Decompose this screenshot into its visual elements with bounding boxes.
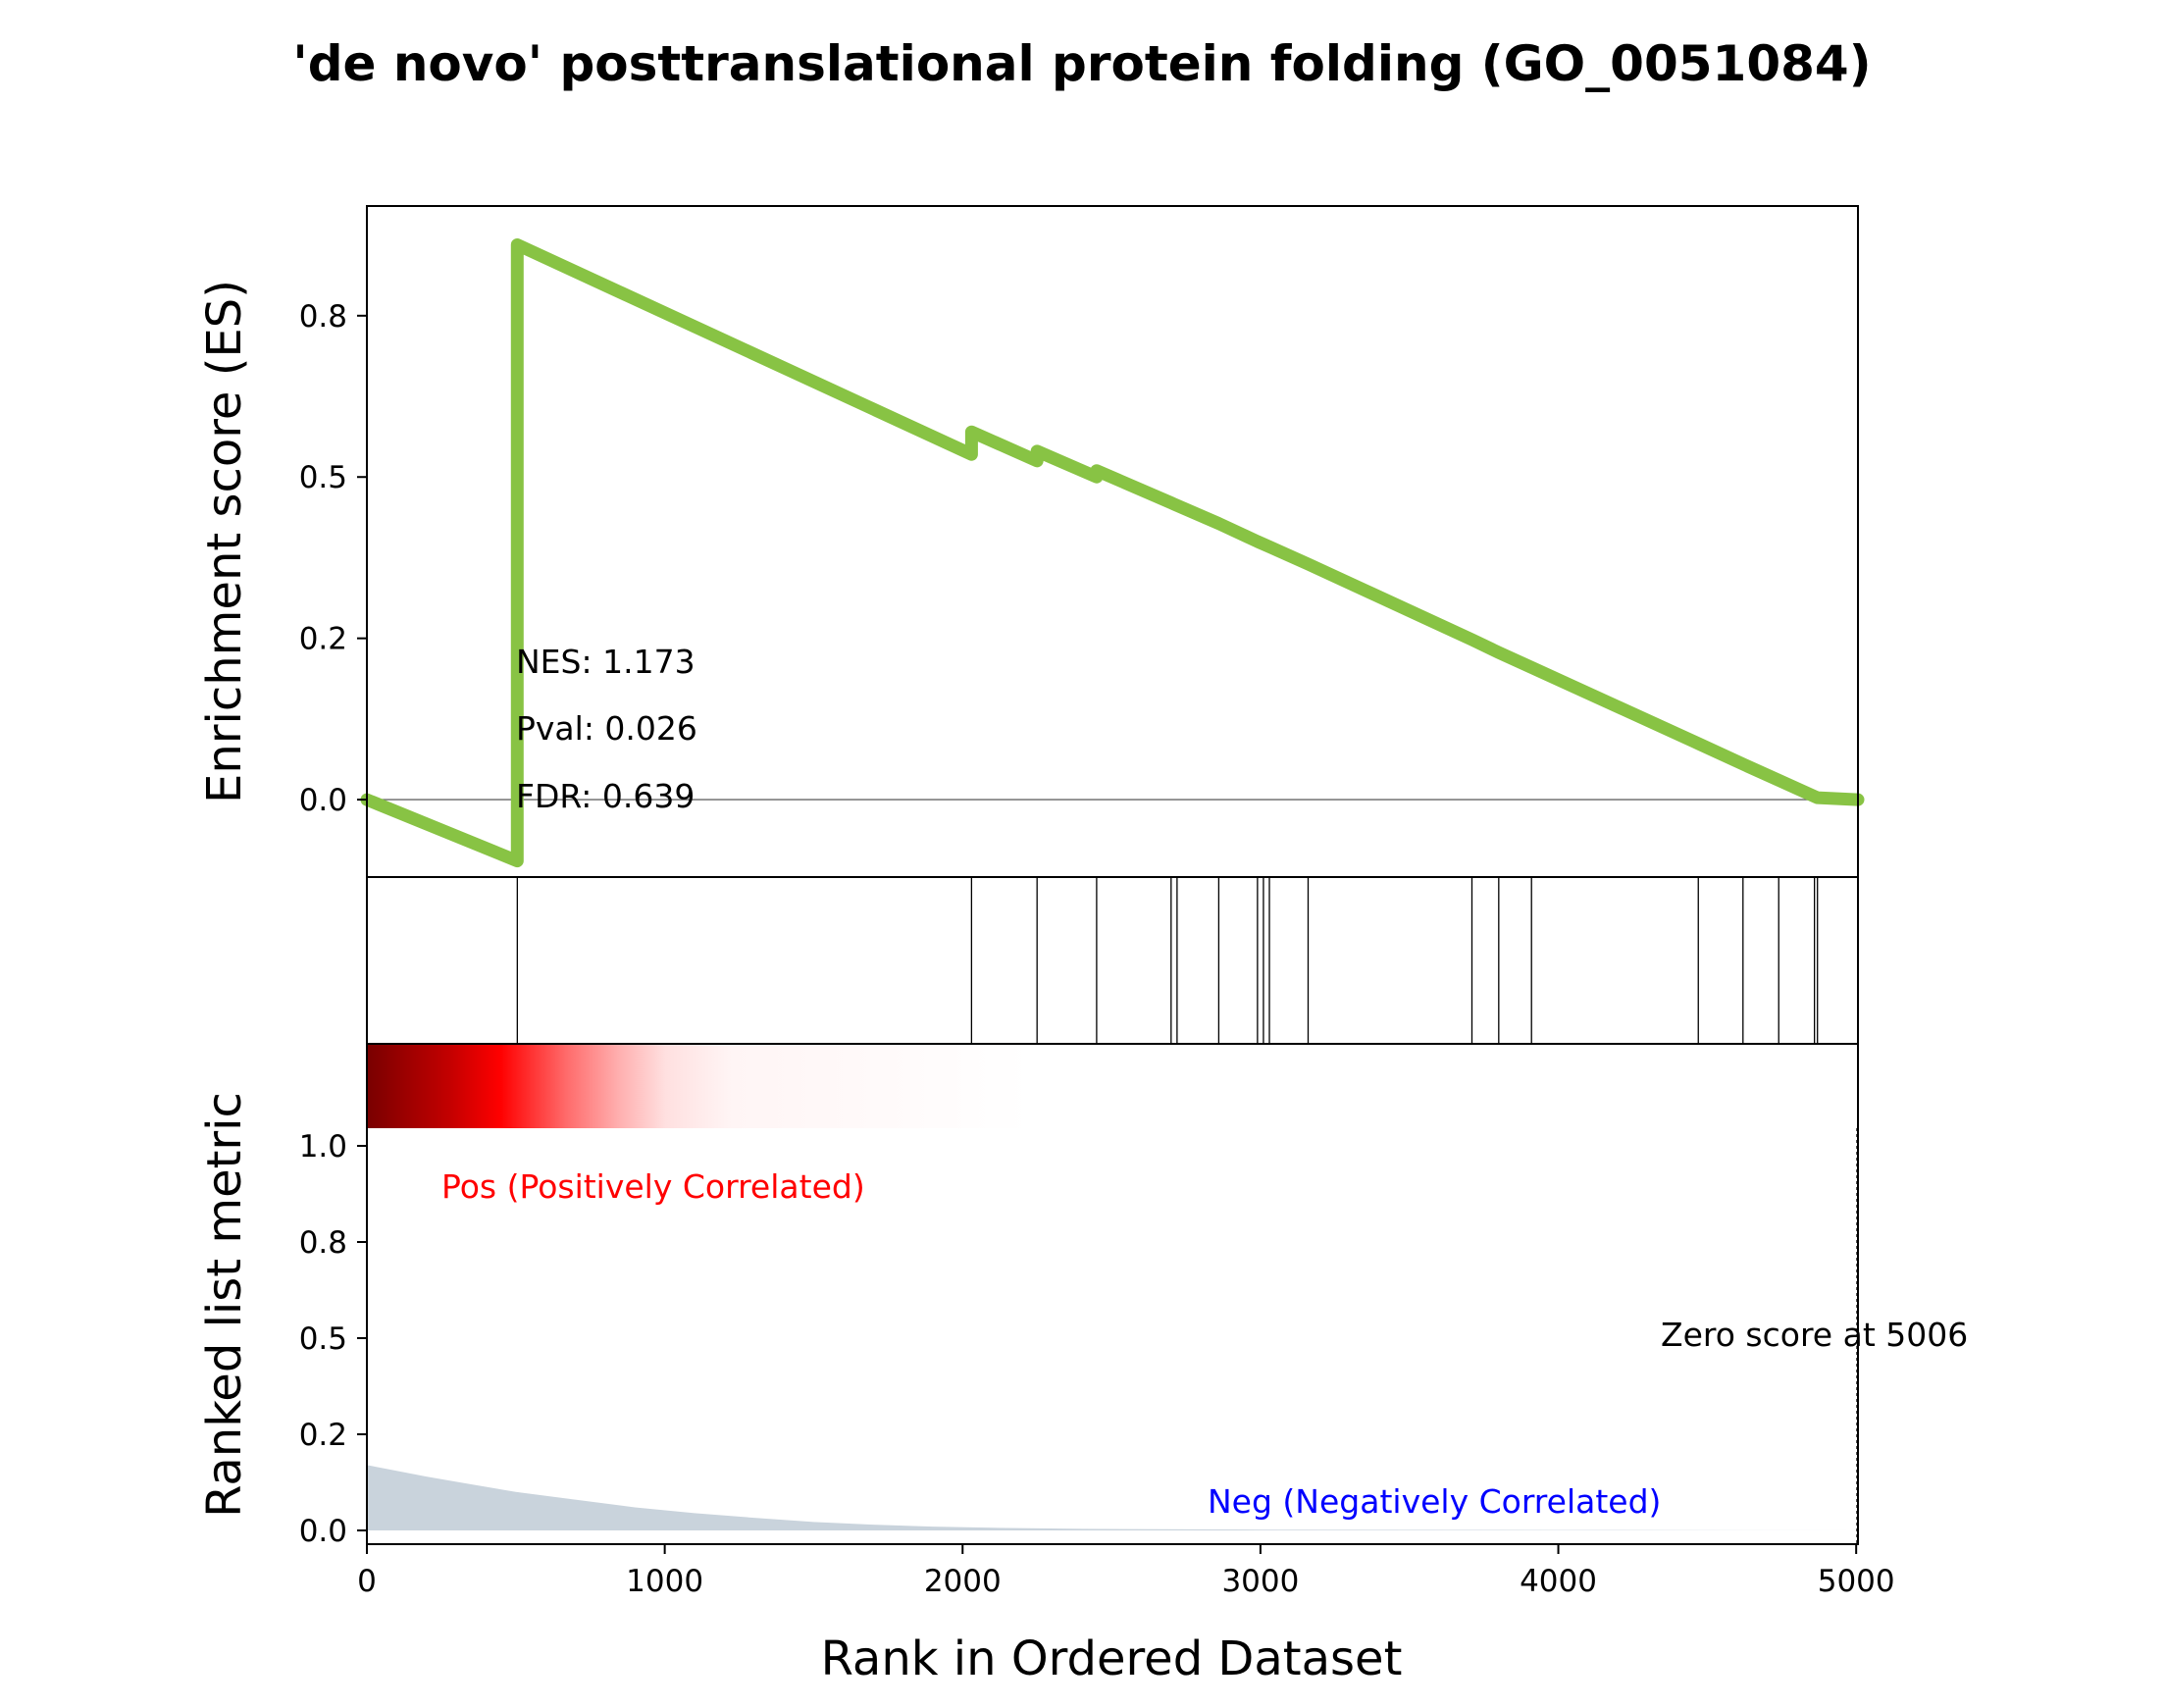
chart-title: 'de novo' posttranslational protein fold… xyxy=(292,35,1871,92)
rank-panel: 0.0 0.2 0.5 0.8 1.0 Ranked list metric Pos (… xyxy=(197,1043,1968,1549)
rank-y-tick-label: 0.8 xyxy=(299,1225,347,1261)
x-axis-ticks: 0 1000 2000 3000 4000 5000 xyxy=(357,1544,1895,1599)
x-tick-label: 1000 xyxy=(626,1564,703,1599)
rank-y-tick-label: 0.5 xyxy=(299,1321,347,1357)
rank-heatmap-bar xyxy=(368,1045,1030,1128)
rank-y-tick-label: 0.2 xyxy=(299,1418,347,1453)
es-series-line xyxy=(360,238,1865,868)
neg-correlated-label: Neg (Negatively Correlated) xyxy=(1208,1482,1661,1521)
rank-panel-frame xyxy=(366,1043,1859,1545)
x-tick-label: 3000 xyxy=(1221,1564,1299,1599)
es-y-tick-label: 0.0 xyxy=(299,783,347,818)
hit-lines xyxy=(516,877,1819,1044)
es-y-tick-label: 0.2 xyxy=(299,622,347,657)
rank-metric-area xyxy=(367,1465,1858,1530)
hits-panel-frame xyxy=(366,876,1859,1045)
es-y-ticks: 0.0 0.2 0.5 0.8 xyxy=(299,299,367,818)
es-y-axis-label: Enrichment score (ES) xyxy=(197,280,252,803)
x-tick-label: 2000 xyxy=(924,1564,1002,1599)
x-tick-label: 4000 xyxy=(1520,1564,1597,1599)
rank-y-axis-label: Ranked list metric xyxy=(197,1092,252,1518)
rank-y-tick-label: 0.0 xyxy=(299,1514,347,1549)
hits-panel xyxy=(366,876,1859,1045)
es-y-tick-label: 0.5 xyxy=(299,460,347,495)
fdr-label: FDR: 0.639 xyxy=(516,777,695,815)
x-axis-label: Rank in Ordered Dataset xyxy=(821,1631,1403,1686)
pos-correlated-label: Pos (Positively Correlated) xyxy=(441,1167,865,1206)
es-y-tick-label: 0.8 xyxy=(299,299,347,335)
pval-label: Pval: 0.026 xyxy=(516,709,697,748)
nes-label: NES: 1.173 xyxy=(516,643,696,681)
rank-y-ticks: 0.0 0.2 0.5 0.8 1.0 xyxy=(299,1129,367,1549)
rank-y-tick-label: 1.0 xyxy=(299,1129,347,1165)
x-tick-label: 0 xyxy=(357,1564,377,1599)
zero-score-label: Zero score at 5006 xyxy=(1661,1316,1968,1354)
es-panel: 0.0 0.2 0.5 0.8 Enrichment score (ES) NES: … xyxy=(197,205,1865,878)
x-tick-label: 5000 xyxy=(1818,1564,1895,1599)
